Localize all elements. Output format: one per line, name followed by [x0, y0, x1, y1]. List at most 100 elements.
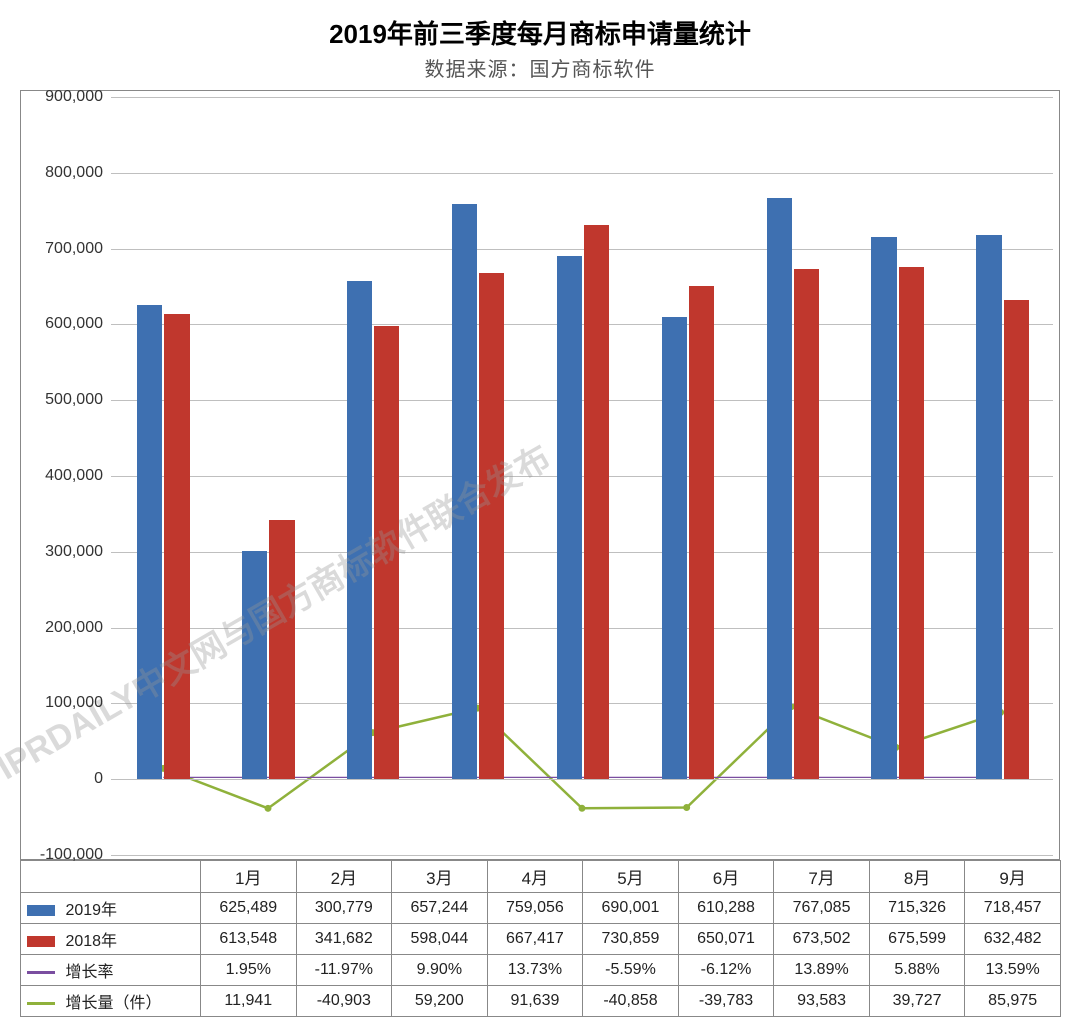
- x-category-label: 6月: [678, 861, 774, 893]
- data-cell: 632,482: [965, 924, 1061, 955]
- plot-area: IPRDAILY中文网与国方商标软件联合发布 -100,0000100,0002…: [20, 90, 1060, 860]
- y-tick-label: 700,000: [21, 240, 111, 258]
- data-table: 1月2月3月4月5月6月7月8月9月 2019年625,489300,77965…: [20, 860, 1061, 1017]
- data-cell: 13.89%: [774, 955, 870, 986]
- legend-label: 2018年: [61, 933, 117, 950]
- data-cell: 93,583: [774, 986, 870, 1017]
- table-row: 2019年625,489300,779657,244759,056690,001…: [21, 893, 1061, 924]
- legend-cell-growth_rate: 增长率: [21, 955, 201, 986]
- gridline: [111, 173, 1053, 174]
- legend-cell-s2018: 2018年: [21, 924, 201, 955]
- legend-cell-growth_amt: 增长量（件）: [21, 986, 201, 1017]
- y-tick-label: 0: [21, 770, 111, 788]
- y-tick-label: 200,000: [21, 619, 111, 637]
- data-cell: 5.88%: [869, 955, 965, 986]
- legend-swatch-icon: [27, 936, 55, 947]
- bar-s2018: [794, 269, 819, 780]
- bar-s2019: [347, 281, 372, 779]
- legend-header-blank: [21, 861, 201, 893]
- chart-subtitle: 数据来源：国方商标软件: [20, 53, 1060, 82]
- y-tick-label: 500,000: [21, 391, 111, 409]
- data-cell: 767,085: [774, 893, 870, 924]
- y-tick-label: 900,000: [21, 88, 111, 106]
- bar-s2018: [899, 267, 924, 779]
- bar-s2019: [557, 256, 582, 779]
- bar-s2018: [1004, 300, 1029, 779]
- x-category-label: 5月: [583, 861, 679, 893]
- table-row: 2018年 613,548341,682598,044667,417730,859…: [21, 924, 1061, 955]
- y-tick-label: 600,000: [21, 315, 111, 333]
- legend-swatch-icon: [27, 905, 55, 916]
- bar-s2019: [662, 317, 687, 780]
- gridline: [111, 855, 1053, 856]
- data-cell: -6.12%: [678, 955, 774, 986]
- x-category-label: 4月: [487, 861, 583, 893]
- legend-label: 增长率: [61, 964, 113, 981]
- data-cell: 300,779: [296, 893, 392, 924]
- data-cell: 11,941: [201, 986, 297, 1017]
- x-category-label: 3月: [392, 861, 488, 893]
- marker-growth_amt: [265, 805, 272, 812]
- data-cell: 759,056: [487, 893, 583, 924]
- bar-s2019: [242, 551, 267, 779]
- legend-label: 增长量（件）: [61, 995, 161, 1012]
- chart-container: 2019年前三季度每月商标申请量统计 数据来源：国方商标软件 IPRDAILY中…: [0, 0, 1080, 1001]
- y-tick-label: 100,000: [21, 694, 111, 712]
- data-cell: 667,417: [487, 924, 583, 955]
- data-cell: -5.59%: [583, 955, 679, 986]
- gridline: [111, 97, 1053, 98]
- y-tick-label: 300,000: [21, 543, 111, 561]
- bar-s2018: [584, 225, 609, 779]
- plot-inner: [111, 97, 1053, 853]
- data-cell: 657,244: [392, 893, 488, 924]
- data-cell: 613,548: [201, 924, 297, 955]
- data-cell: 13.73%: [487, 955, 583, 986]
- data-cell: 13.59%: [965, 955, 1061, 986]
- bar-s2018: [374, 326, 399, 779]
- gridline: [111, 779, 1053, 780]
- data-cell: 59,200: [392, 986, 488, 1017]
- legend-cell-s2019: 2019年: [21, 893, 201, 924]
- y-tick-label: 800,000: [21, 164, 111, 182]
- bar-s2019: [137, 305, 162, 779]
- data-cell: 673,502: [774, 924, 870, 955]
- x-category-label: 2月: [296, 861, 392, 893]
- bar-s2018: [479, 273, 504, 779]
- bar-s2019: [452, 204, 477, 779]
- data-cell: 39,727: [869, 986, 965, 1017]
- x-category-label: 8月: [869, 861, 965, 893]
- data-cell: 9.90%: [392, 955, 488, 986]
- data-cell: 715,326: [869, 893, 965, 924]
- y-tick-label: -100,000: [21, 846, 111, 864]
- data-cell: 730,859: [583, 924, 679, 955]
- x-axis-row: 1月2月3月4月5月6月7月8月9月: [21, 861, 1061, 893]
- bar-s2019: [976, 235, 1001, 780]
- data-cell: -40,903: [296, 986, 392, 1017]
- table-row: 增长率1.95%-11.97%9.90%13.73%-5.59%-6.12%13…: [21, 955, 1061, 986]
- data-cell: 341,682: [296, 924, 392, 955]
- data-cell: 610,288: [678, 893, 774, 924]
- legend-line-icon: [27, 971, 55, 974]
- chart-title: 2019年前三季度每月商标申请量统计: [20, 14, 1060, 51]
- data-cell: -40,858: [583, 986, 679, 1017]
- data-cell: 675,599: [869, 924, 965, 955]
- legend-line-icon: [27, 1002, 55, 1005]
- data-cell: 598,044: [392, 924, 488, 955]
- data-cell: 625,489: [201, 893, 297, 924]
- marker-growth_amt: [579, 805, 586, 812]
- data-cell: 91,639: [487, 986, 583, 1017]
- table-row: 增长量（件） 11,941-40,90359,20091,639-40,858-3…: [21, 986, 1061, 1017]
- bar-s2019: [871, 237, 896, 779]
- data-cell: 1.95%: [201, 955, 297, 986]
- gridline: [111, 249, 1053, 250]
- data-cell: -39,783: [678, 986, 774, 1017]
- x-category-label: 9月: [965, 861, 1061, 893]
- data-cell: -11.97%: [296, 955, 392, 986]
- bar-s2019: [767, 198, 792, 779]
- bar-s2018: [269, 520, 294, 779]
- x-category-label: 7月: [774, 861, 870, 893]
- data-cell: 718,457: [965, 893, 1061, 924]
- y-tick-label: 400,000: [21, 467, 111, 485]
- data-cell: 690,001: [583, 893, 679, 924]
- marker-growth_amt: [683, 804, 690, 811]
